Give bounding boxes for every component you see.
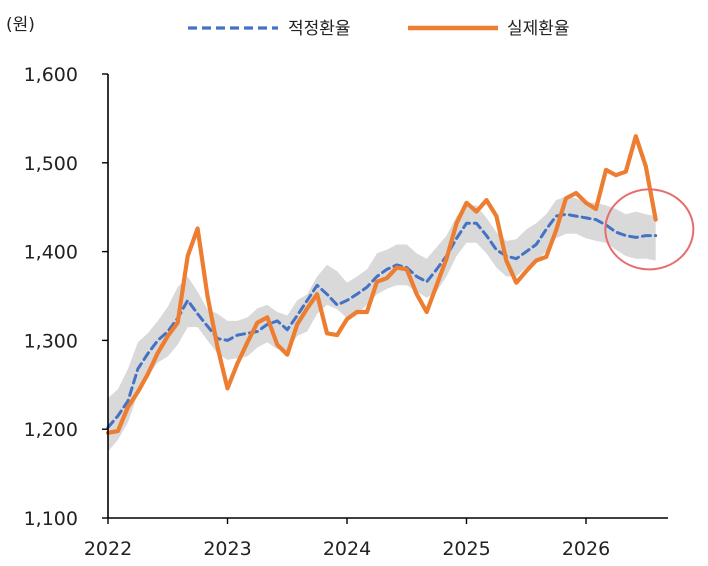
x-tick-label: 2023 <box>203 538 251 560</box>
series-line-fair-rate <box>106 212 658 429</box>
y-tick-label: 1,200 <box>24 419 78 441</box>
y-unit-label: (원) <box>6 15 35 35</box>
x-tick-label: 2022 <box>84 538 132 560</box>
x-tick-label: 2025 <box>442 538 490 560</box>
legend-label-actual-rate: 실제환율 <box>507 19 570 39</box>
y-tick-label: 1,300 <box>24 330 78 352</box>
y-tick-label: 1,600 <box>24 64 78 86</box>
series-line-actual-rate <box>105 134 658 435</box>
axes: 1,100 1,200 1,300 1,400 1,500 1,600 2022 2023 20… <box>24 64 668 560</box>
x-tick-label: 2026 <box>562 538 610 560</box>
x-tick-label: 2024 <box>323 538 371 560</box>
y-tick-label: 1,500 <box>24 153 78 175</box>
plot-area <box>105 134 695 452</box>
y-tick-label: 1,100 <box>24 508 78 530</box>
legend-label-fair-rate: 적정환율 <box>288 19 351 39</box>
highlight-circle <box>604 188 695 271</box>
legend: 적정환율 실제환율 <box>188 19 570 39</box>
confidence-band <box>108 196 656 452</box>
y-tick-label: 1,400 <box>24 242 78 264</box>
